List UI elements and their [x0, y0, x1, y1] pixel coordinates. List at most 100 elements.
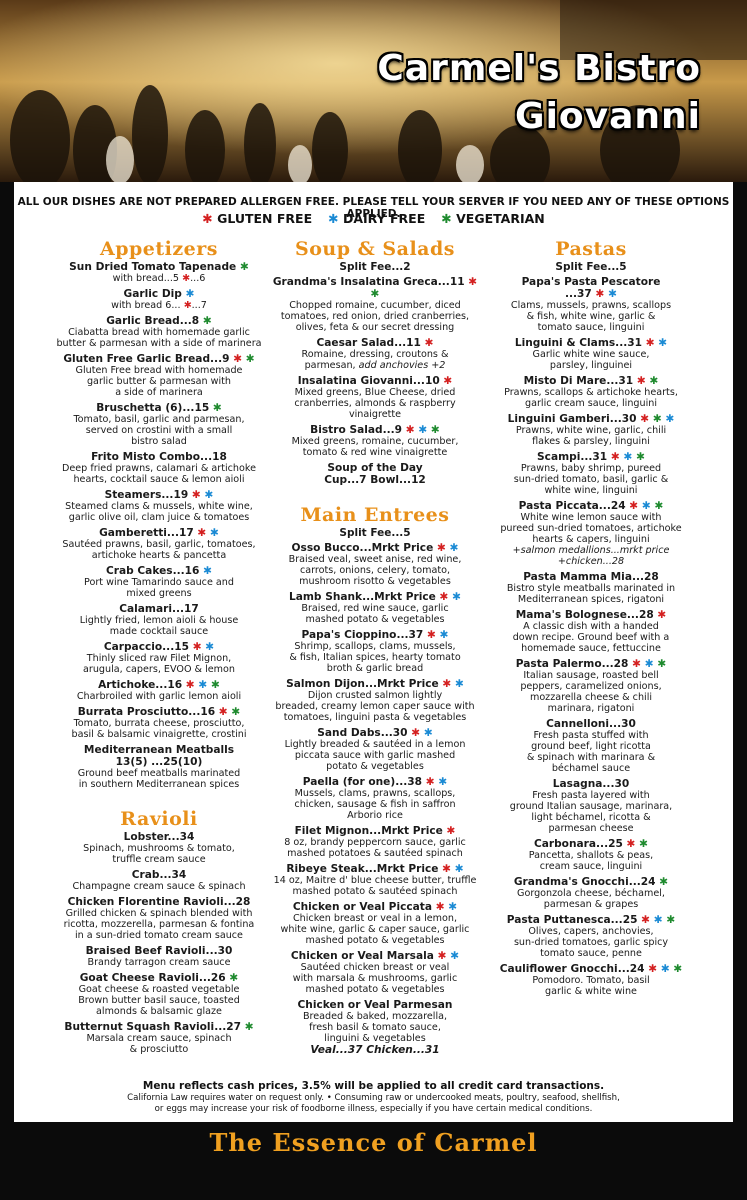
item-description: in a sun-dried tomato cream sauce [75, 930, 243, 941]
menu-item: Crab Cakes...16 ✱ Port wine Tamarindo sau… [56, 565, 262, 599]
item-description: peppers, caramelized onions, [520, 681, 662, 692]
diet-mark: ✱ [229, 972, 239, 984]
diet-mark: ✱ [210, 679, 220, 691]
diet-mark: ✱ [665, 413, 675, 425]
diet-mark: ✱ [658, 337, 668, 349]
item-name-text: Scampi...31 [537, 451, 608, 463]
item-description: Chicken breast or veal in a lemon, [292, 913, 458, 924]
menu-item: Pasta Puttanesca...25 ✱ ✱ ✱ Olives, caper… [486, 914, 696, 959]
item-name: Papa's Pasta Pescatore [486, 276, 696, 288]
item-description: olives, feta & our secret dressing [295, 322, 455, 333]
menu-column: Appetizers Sun Dried Tomato Tapenade ✱ wit… [56, 238, 262, 1059]
diet-mark: ✱ [454, 863, 464, 875]
diet-mark: ✱ [245, 353, 255, 365]
item-name-text: Pasta Piccata...24 [518, 500, 626, 512]
item-description: white wine, linguini [544, 485, 638, 496]
diet-mark: ✱ [185, 679, 195, 691]
item-description: Fresh pasta stuffed with [533, 730, 649, 741]
legend-item: ✱ VEGETARIAN [441, 211, 545, 226]
menu-item: Butternut Squash Ravioli...27 ✱ Marsala c… [56, 1021, 262, 1055]
diet-mark: ✱ [640, 413, 650, 425]
item-name-text: Chicken or Veal Parmesan [297, 999, 453, 1011]
item-description: fresh basil & tomato sauce, [309, 1022, 441, 1033]
item-name: Carbonara...25 ✱ ✱ [486, 838, 696, 850]
item-description: Lightly fried, lemon aioli & house [79, 615, 239, 626]
diet-mark: ✱ [203, 565, 212, 577]
item-description: tomato sauce, penne [540, 948, 642, 959]
menu-item: Burrata Prosciutto...16 ✱ ✱ Tomato, burra… [56, 706, 262, 740]
item-name: Calamari...17 [56, 603, 262, 615]
item-name-text: Caesar Salad...11 [316, 337, 421, 349]
menu-item: Cauliflower Gnocchi...24 ✱ ✱ ✱ Pomodoro. … [486, 963, 696, 997]
item-description: bistro salad [131, 436, 187, 447]
section-heading: Soup & Salads [295, 238, 455, 260]
spacer [270, 490, 480, 504]
item-description: Brandy tarragon cream sauce [87, 957, 231, 968]
diet-mark: ✱ [636, 375, 646, 387]
item-description: arugula, capers, EVOO & lemon [83, 664, 235, 675]
item-description: pureed sun-dried tomatoes, artichoke [500, 523, 682, 534]
item-description: Goat cheese & roasted vegetable [78, 984, 240, 995]
item-description: made cocktail sauce [109, 626, 209, 637]
restaurant-name: Giovanni [515, 96, 701, 137]
item-description: tomatoes, red onion, dried cranberries, [280, 311, 470, 322]
item-description: served on crostini with a small [85, 425, 233, 436]
item-description: White wine lemon sauce with [520, 512, 662, 523]
item-description: almonds & balsamic glaze [96, 1006, 222, 1017]
allergen-notice: ALL OUR DISHES ARE NOT PREPARED ALLERGEN… [17, 196, 730, 220]
item-name: Cauliflower Gnocchi...24 ✱ ✱ ✱ [486, 963, 696, 975]
menu-item: Osso Bucco...Mrkt Price ✱ ✱ Braised veal,… [270, 542, 480, 587]
item-description: with marsala & mushrooms, garlic [292, 973, 458, 984]
diet-mark: ✱ [328, 211, 339, 226]
item-name: Gamberetti...17 ✱ ✱ [56, 527, 262, 539]
item-description: Pancetta, shallots & peas, [528, 850, 654, 861]
item-name: Bistro Salad...9 ✱ ✱ ✱ [270, 424, 480, 436]
item-name: Sun Dried Tomato Tapenade ✱ [56, 261, 262, 273]
text-part: ...6 [190, 273, 206, 284]
item-name-text: Lamb Shank...Mrkt Price [288, 591, 436, 603]
item-name: Linguini & Clams...31 ✱ ✱ [486, 337, 696, 349]
item-description: mashed potato & vegetables [305, 935, 445, 946]
menu-item: Paella (for one)...38 ✱ ✱ Mussels, clams,… [270, 776, 480, 821]
item-prices: Veal...37 Chicken...31 [310, 1044, 440, 1056]
item-price: Cup...7 Bowl...12 [270, 474, 480, 486]
section-note: Split Fee...5 [339, 527, 411, 539]
menu-item: Frito Misto Combo...18 Deep fried prawns,… [56, 451, 262, 485]
diet-mark: ✱ [653, 914, 663, 926]
item-name: Mediterranean Meatballs [56, 744, 262, 756]
item-description: piccata sauce with garlic mashed [294, 750, 456, 761]
menu-item: Pasta Palermo...28 ✱ ✱ ✱ Italian sausage,… [486, 658, 696, 714]
item-name: Lasagna...30 [486, 778, 696, 790]
diet-mark: ✱ [673, 963, 683, 975]
legal-note: California Law requires water on request… [127, 1093, 620, 1103]
diet-mark: ✱ [660, 963, 670, 975]
diet-mark: ✱ [204, 489, 214, 501]
item-description: homemade sauce, fettuccine [521, 643, 661, 654]
diet-mark: ✱ [405, 424, 415, 436]
item-name-text: Chicken or Veal Marsala [290, 950, 434, 962]
item-description: Braised veal, sweet anise, red wine, [288, 554, 462, 565]
menu-item: Artichoke...16 ✱ ✱ ✱ Charbroiled with gar… [56, 679, 262, 702]
menu-item: Misto Di Mare...31 ✱ ✱ Prawns, scallops &… [486, 375, 696, 409]
cash-note: Menu reflects cash prices, 3.5% will be … [142, 1080, 605, 1092]
menu-item: Insalatina Giovanni...10 ✱ Mixed greens, … [270, 375, 480, 420]
item-description: Dijon crusted salmon lightly [307, 690, 443, 701]
item-name: Salmon Dijon...Mrkt Price ✱ ✱ [270, 678, 480, 690]
item-name: Chicken or Veal Marsala ✱ ✱ [270, 950, 480, 962]
legal-note: or eggs may increase your risk of foodbo… [154, 1103, 593, 1114]
item-description: potato & vegetables [326, 761, 424, 772]
diet-mark: ✱ [645, 337, 655, 349]
diet-mark: ✱ [191, 489, 201, 501]
italic-note: +chicken...28 [557, 556, 625, 567]
item-description: tomato sauce, linguini [537, 322, 645, 333]
item-name-text: Paella (for one)...38 [302, 776, 423, 788]
diet-mark: ✱ [202, 315, 212, 327]
item-name-text: Pasta Palermo...28 [515, 658, 629, 670]
diet-mark: ✱ [454, 678, 464, 690]
item-description: Spinach, mushrooms & tomato, [83, 843, 235, 854]
item-description: garlic olive oil, clam juice & tomatoes [68, 512, 250, 523]
section-note: Split Fee...5 [555, 261, 627, 273]
item-description: chicken, sausage & fish in saffron [294, 799, 456, 810]
item-description: Port wine Tamarindo sauce and [84, 577, 234, 588]
item-name-text: Linguini & Clams...31 [514, 337, 642, 349]
